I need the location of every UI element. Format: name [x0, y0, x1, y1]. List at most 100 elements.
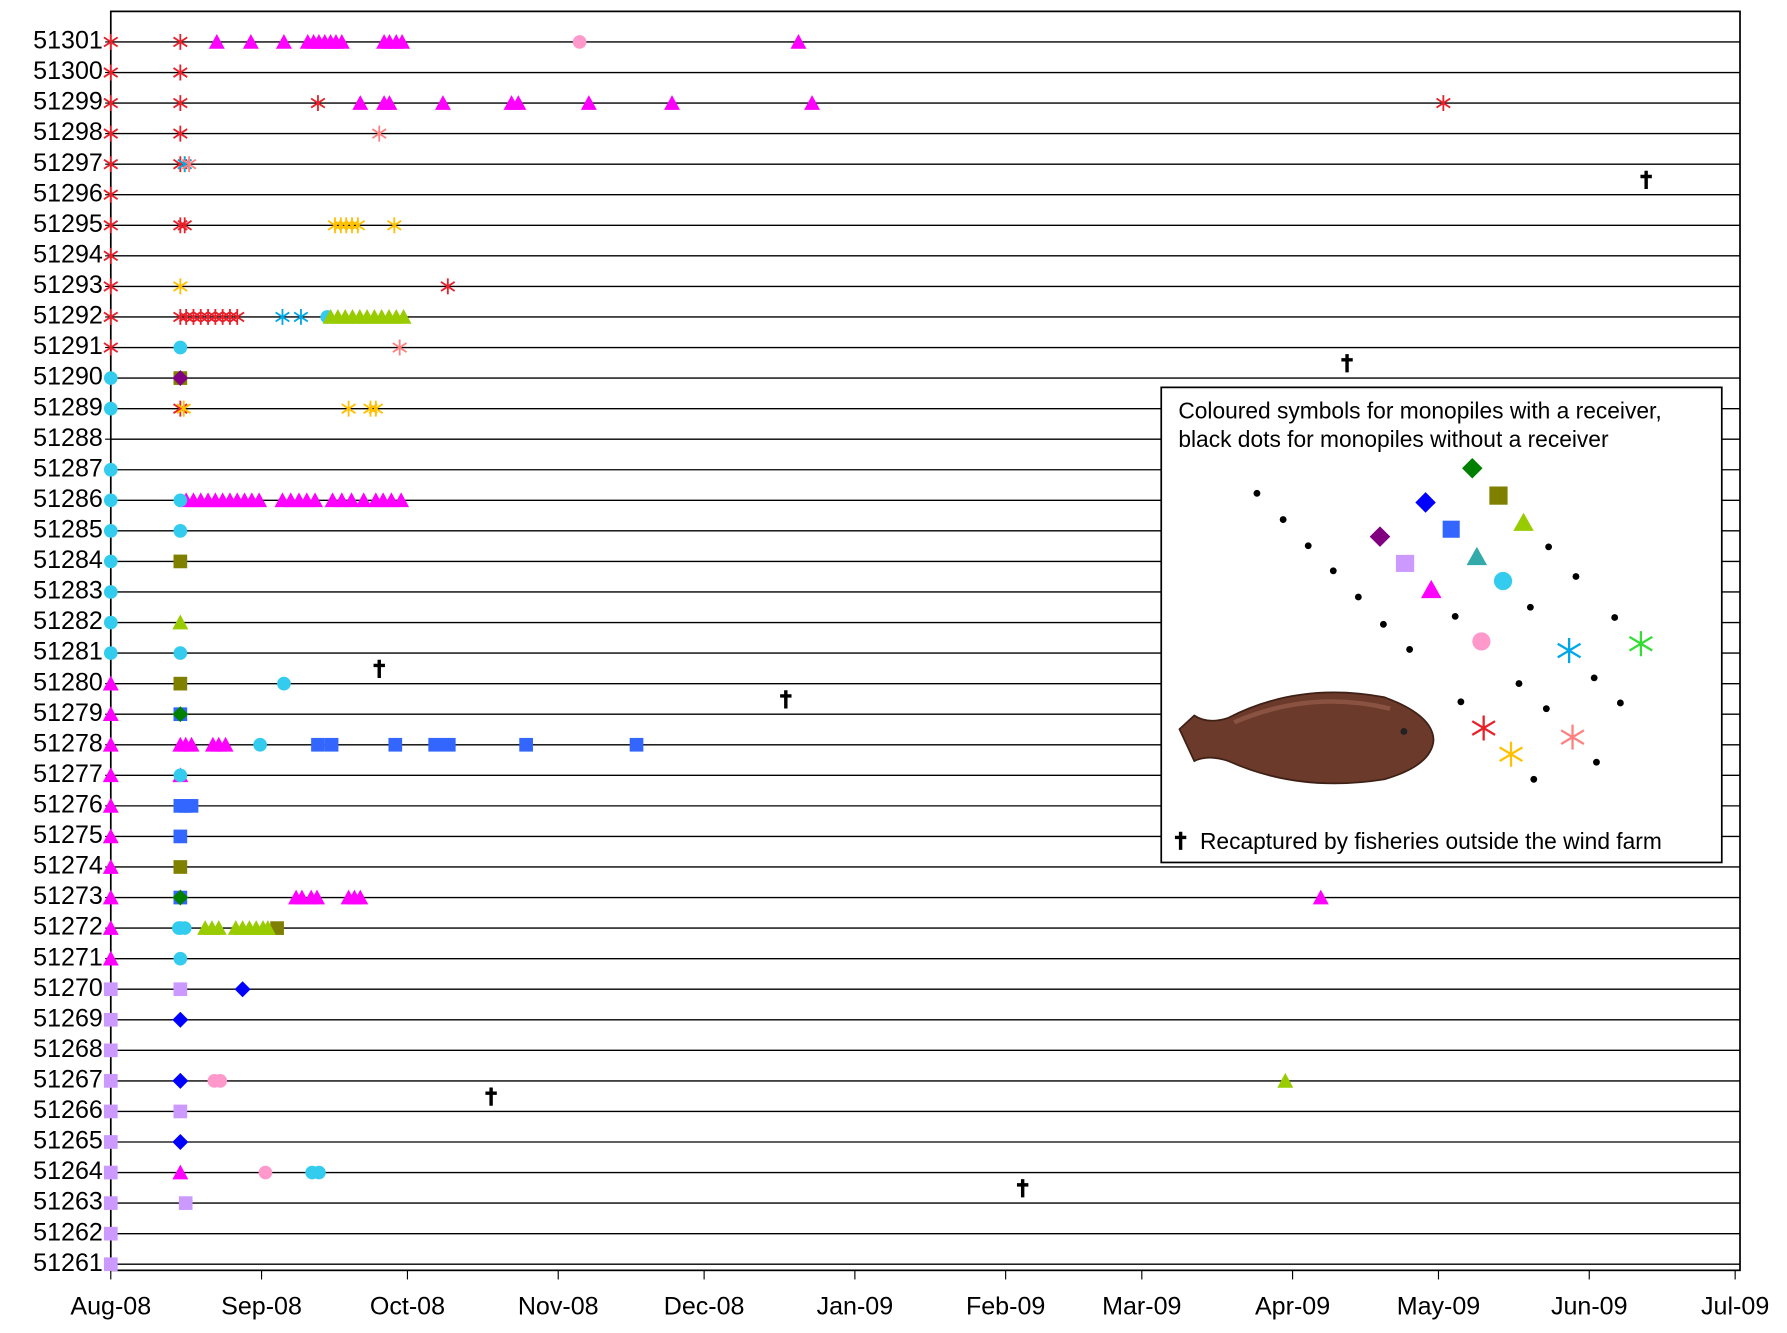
detection-marker: [434, 95, 451, 110]
detection-marker: [275, 308, 290, 325]
plot-frame: [109, 10, 1741, 1272]
detection-marker: [102, 797, 119, 813]
detection-marker: [103, 401, 118, 416]
detection-marker: [172, 64, 188, 81]
y-tick-label: 51268: [33, 1035, 103, 1063]
detection-marker: [310, 95, 326, 112]
detection-marker: [1016, 1179, 1029, 1198]
legend-note: Recaptured by fisheries outside the wind…: [1200, 828, 1662, 854]
y-tick-label: 51273: [33, 882, 103, 910]
detection-marker: [103, 585, 118, 599]
detection-marker: [102, 859, 119, 874]
detection-marker: [229, 308, 245, 325]
x-tick-label: May-09: [1397, 1293, 1481, 1321]
detection-marker: [200, 308, 216, 325]
detection-marker: [172, 1011, 189, 1028]
detection-marker: [183, 736, 200, 752]
y-tick-label: 51272: [33, 913, 103, 941]
detection-marker: [222, 308, 238, 325]
detection-marker: [277, 676, 291, 691]
x-tick-label: Jul-09: [1701, 1293, 1769, 1321]
detection-marker: [172, 125, 188, 142]
detection-marker: [510, 95, 527, 110]
detection-marker: [373, 659, 385, 678]
detection-marker: [441, 737, 456, 752]
detection-marker: [393, 492, 410, 508]
detection-marker: [173, 860, 188, 874]
fish-illustration: [1178, 691, 1435, 785]
y-tick-label: 51286: [33, 485, 103, 513]
detection-marker: [341, 400, 356, 417]
detection-marker: [172, 400, 188, 417]
y-tick-label: 51300: [33, 57, 103, 85]
detection-marker: [103, 524, 118, 538]
detection-marker: [184, 799, 199, 813]
y-tick-label: 51264: [33, 1157, 103, 1185]
detection-marker: [173, 1104, 188, 1119]
detection-marker: [344, 217, 360, 234]
detection-marker: [103, 1074, 118, 1088]
detection-marker: [804, 95, 821, 110]
x-tick-label: Apr-09: [1255, 1293, 1330, 1321]
detection-marker: [208, 308, 223, 325]
legend-frame: [1160, 386, 1723, 864]
x-tick-label: Jan-09: [817, 1293, 894, 1321]
detection-marker: [103, 186, 119, 203]
y-tick-label: 51277: [33, 760, 103, 788]
detection-marker: [1312, 889, 1329, 905]
detection-marker: [103, 217, 119, 234]
detection-marker: [780, 690, 792, 709]
y-tick-label: 51291: [33, 332, 103, 360]
detection-marker: [440, 278, 456, 295]
detection-marker: [1277, 1072, 1294, 1088]
detection-marker: [103, 1104, 118, 1119]
detection-marker: [102, 706, 119, 722]
y-tick-label: 51266: [33, 1096, 103, 1124]
detection-marker: [172, 33, 188, 50]
detection-marker: [173, 676, 188, 691]
x-tick-label: Nov-08: [518, 1293, 599, 1321]
y-tick-label: 51275: [33, 821, 103, 849]
detection-marker: [392, 339, 408, 356]
detection-marker: [312, 1165, 326, 1180]
detection-marker: [395, 308, 412, 324]
legend-box: Coloured symbols for monopiles with a re…: [1160, 386, 1723, 864]
y-tick-label: 51282: [33, 607, 103, 635]
y-tick-label: 51267: [33, 1066, 103, 1094]
y-tick-label: 51297: [33, 149, 103, 177]
detection-marker: [103, 278, 119, 295]
y-tick-label: 51293: [33, 271, 103, 299]
y-tick-label: 51271: [33, 943, 103, 971]
detection-marker: [580, 95, 597, 110]
detection-marker: [394, 33, 411, 49]
detection-marker: [102, 767, 119, 783]
detection-marker: [103, 1165, 118, 1180]
x-tick-label: Feb-09: [966, 1293, 1045, 1321]
detection-marker: [173, 829, 188, 844]
x-tick-label: Dec-08: [664, 1293, 745, 1321]
detection-marker: [172, 614, 189, 630]
detection-marker: [371, 125, 387, 142]
x-tick-label: Oct-08: [370, 1293, 445, 1321]
y-tick-label: 51262: [33, 1218, 103, 1246]
legend-note: black dots for monopiles without a recei…: [1178, 426, 1609, 452]
y-tick-label: 51283: [33, 577, 103, 605]
detection-marker: [790, 33, 807, 49]
detection-marker: [327, 217, 343, 234]
detection-marker: [193, 308, 209, 325]
detection-marker: [664, 95, 680, 110]
y-tick-label: 51288: [33, 424, 103, 452]
detection-marker: [103, 64, 119, 81]
detection-marker: [178, 1196, 193, 1210]
detection-marker: [103, 339, 119, 356]
y-tick-label: 51281: [33, 638, 103, 666]
detection-marker: [1341, 354, 1353, 373]
y-tick-label: 51301: [33, 27, 103, 55]
detection-marker: [309, 889, 325, 905]
y-tick-label: 51261: [33, 1249, 103, 1277]
y-tick-label: 51289: [33, 393, 103, 421]
detection-marker: [172, 706, 189, 723]
detection-marker: [428, 737, 443, 752]
y-tick-label: 51284: [33, 546, 103, 574]
